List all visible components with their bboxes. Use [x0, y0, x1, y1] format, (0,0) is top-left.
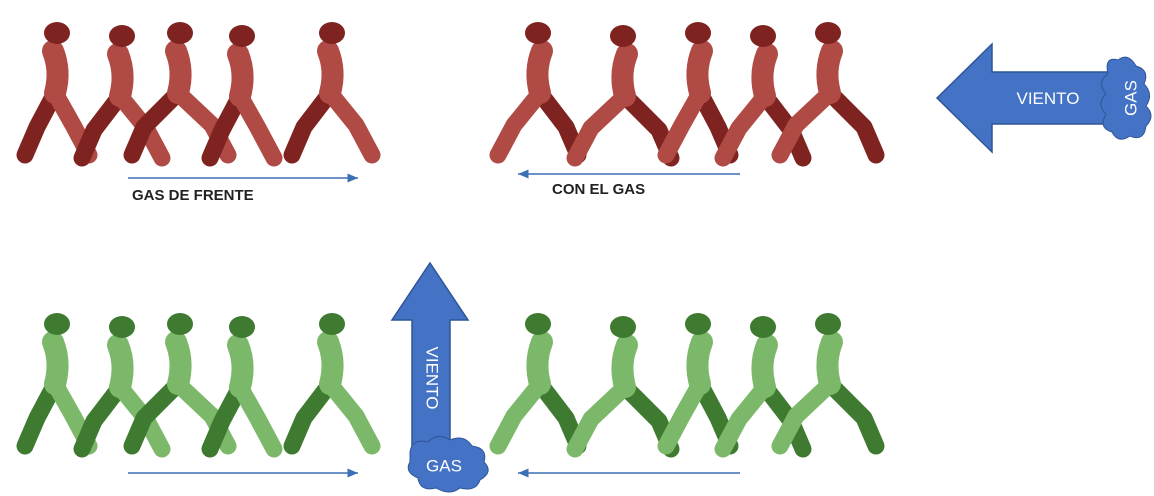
head	[109, 316, 135, 338]
head	[229, 316, 255, 338]
front-leg	[723, 96, 765, 158]
head	[685, 313, 711, 335]
head	[525, 22, 551, 44]
head	[750, 25, 776, 47]
front-leg	[240, 387, 274, 449]
walker	[25, 313, 89, 446]
front-leg	[498, 93, 540, 155]
head	[525, 313, 551, 335]
head	[610, 25, 636, 47]
head	[685, 22, 711, 44]
diagram: GAS DE FRENTE CON EL GAS VIENTO GAS VIEN…	[0, 0, 1154, 496]
walker	[292, 313, 372, 446]
head	[815, 22, 841, 44]
walker	[575, 316, 671, 449]
head	[44, 22, 70, 44]
front-leg	[240, 96, 274, 158]
gas-label: GAS	[1121, 80, 1140, 116]
walker	[82, 25, 162, 158]
walker	[25, 22, 89, 155]
walker	[210, 316, 274, 449]
head	[750, 316, 776, 338]
back-leg	[830, 384, 876, 446]
back-leg	[830, 93, 876, 155]
head	[109, 25, 135, 47]
front-leg	[666, 93, 700, 155]
scenario-label: GAS DE FRENTE	[132, 187, 254, 204]
wind-label: VIENTO	[423, 347, 442, 410]
front-leg	[498, 384, 540, 446]
walker	[292, 22, 372, 155]
wind-label: VIENTO	[1017, 89, 1080, 108]
head	[167, 22, 193, 44]
walker	[780, 22, 876, 155]
head	[229, 25, 255, 47]
front-leg	[575, 96, 625, 158]
front-leg	[666, 384, 700, 446]
front-leg	[575, 387, 625, 449]
gas-label: GAS	[426, 456, 462, 475]
head	[815, 313, 841, 335]
walker	[498, 22, 578, 155]
walker	[666, 22, 730, 155]
walker	[498, 313, 578, 446]
front-leg	[330, 93, 372, 155]
front-leg	[723, 387, 765, 449]
head	[167, 313, 193, 335]
walker	[575, 25, 671, 158]
head	[610, 316, 636, 338]
walker	[666, 313, 730, 446]
head	[319, 22, 345, 44]
walker	[82, 316, 162, 449]
front-leg	[330, 384, 372, 446]
head	[319, 313, 345, 335]
walker	[780, 313, 876, 446]
walker	[210, 25, 274, 158]
scenario-label: CON EL GAS	[552, 181, 645, 198]
head	[44, 313, 70, 335]
